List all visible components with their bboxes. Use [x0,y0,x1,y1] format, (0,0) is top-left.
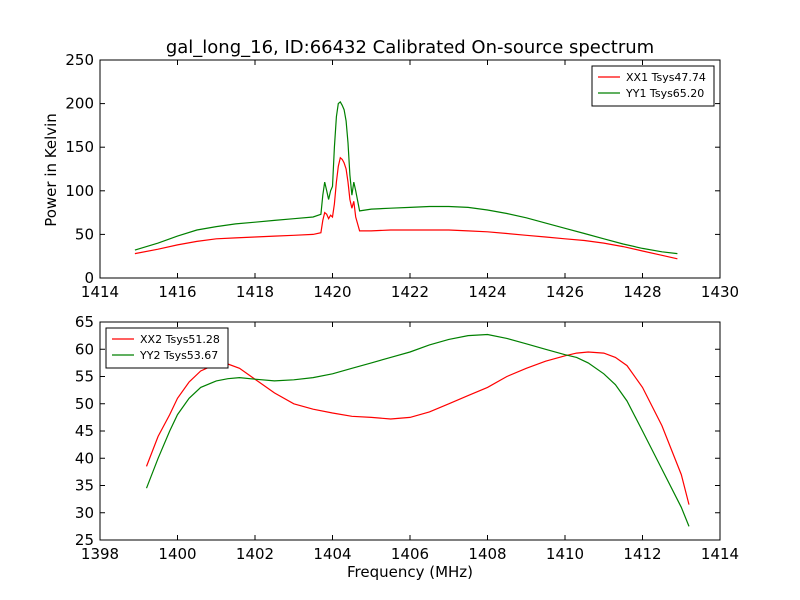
x-tick-label: 1404 [313,545,351,563]
y-tick-label: 30 [75,504,94,522]
y-tick-label: 100 [65,182,94,200]
y-tick-label: 45 [75,422,94,440]
legend-label: YY1 Tsys65.20 [625,87,704,100]
y-tick-label: 55 [75,368,94,386]
y-tick-label: 150 [65,138,94,156]
bottom-panel: 1398 1400 1402 1404 1406 1408 1410 1412 1414 25 30… [75,313,739,563]
x-tick-label: 1422 [391,283,429,301]
y-tick-label: 35 [75,477,94,495]
series-line-1 [145,351,690,505]
x-tick-label: 1420 [313,283,351,301]
x-tick-label: 1412 [623,545,661,563]
y-tick-label: 25 [75,531,94,549]
x-tick-label: 1410 [546,545,584,563]
legend-label: XX2 Tsys51.28 [140,333,220,346]
x-tick-label: 1398 [81,545,119,563]
legend: XX2 Tsys51.28 YY2 Tsys53.67 [105,327,229,369]
legend-label: YY2 Tsys53.67 [139,349,218,362]
x-tick-label: 1426 [546,283,584,301]
legend-label: XX1 Tsys47.74 [626,71,706,84]
y-tick-label: 250 [65,51,94,69]
y-tick-label: 0 [84,269,94,287]
x-tick-label: 1406 [391,545,429,563]
x-tick-label: 1414 [701,545,739,563]
chart-title: gal_long_16, ID:66432 Calibrated On-sour… [166,37,654,58]
y-axis-label: Power in Kelvin [42,113,60,227]
x-tick-label: 1400 [158,545,196,563]
x-axis-label: Frequency (MHz) [347,563,473,581]
y-tick-label: 65 [75,313,94,331]
series-line-1 [134,156,678,260]
y-tick-label: 200 [65,95,94,113]
series-line-2 [134,100,678,255]
y-tick-label: 40 [75,449,94,467]
x-tick-label: 1428 [623,283,661,301]
top-panel: 1414 1416 1418 1420 1422 1424 1426 1428 1430 0 50 1… [65,51,739,301]
x-tick-label: 1402 [236,545,274,563]
x-tick-label: 1414 [81,283,119,301]
y-tick-label: 50 [75,395,94,413]
x-tick-label: 1430 [701,283,739,301]
x-tick-label: 1408 [468,545,506,563]
series-line-2 [145,333,690,527]
legend-box [591,65,715,107]
y-tick-label: 50 [75,225,94,243]
legend-box [105,327,229,369]
x-tick-label: 1416 [158,283,196,301]
x-tick-label: 1424 [468,283,506,301]
x-tick-label: 1418 [236,283,274,301]
y-tick-label: 60 [75,340,94,358]
legend: XX1 Tsys47.74 YY1 Tsys65.20 [591,65,715,107]
